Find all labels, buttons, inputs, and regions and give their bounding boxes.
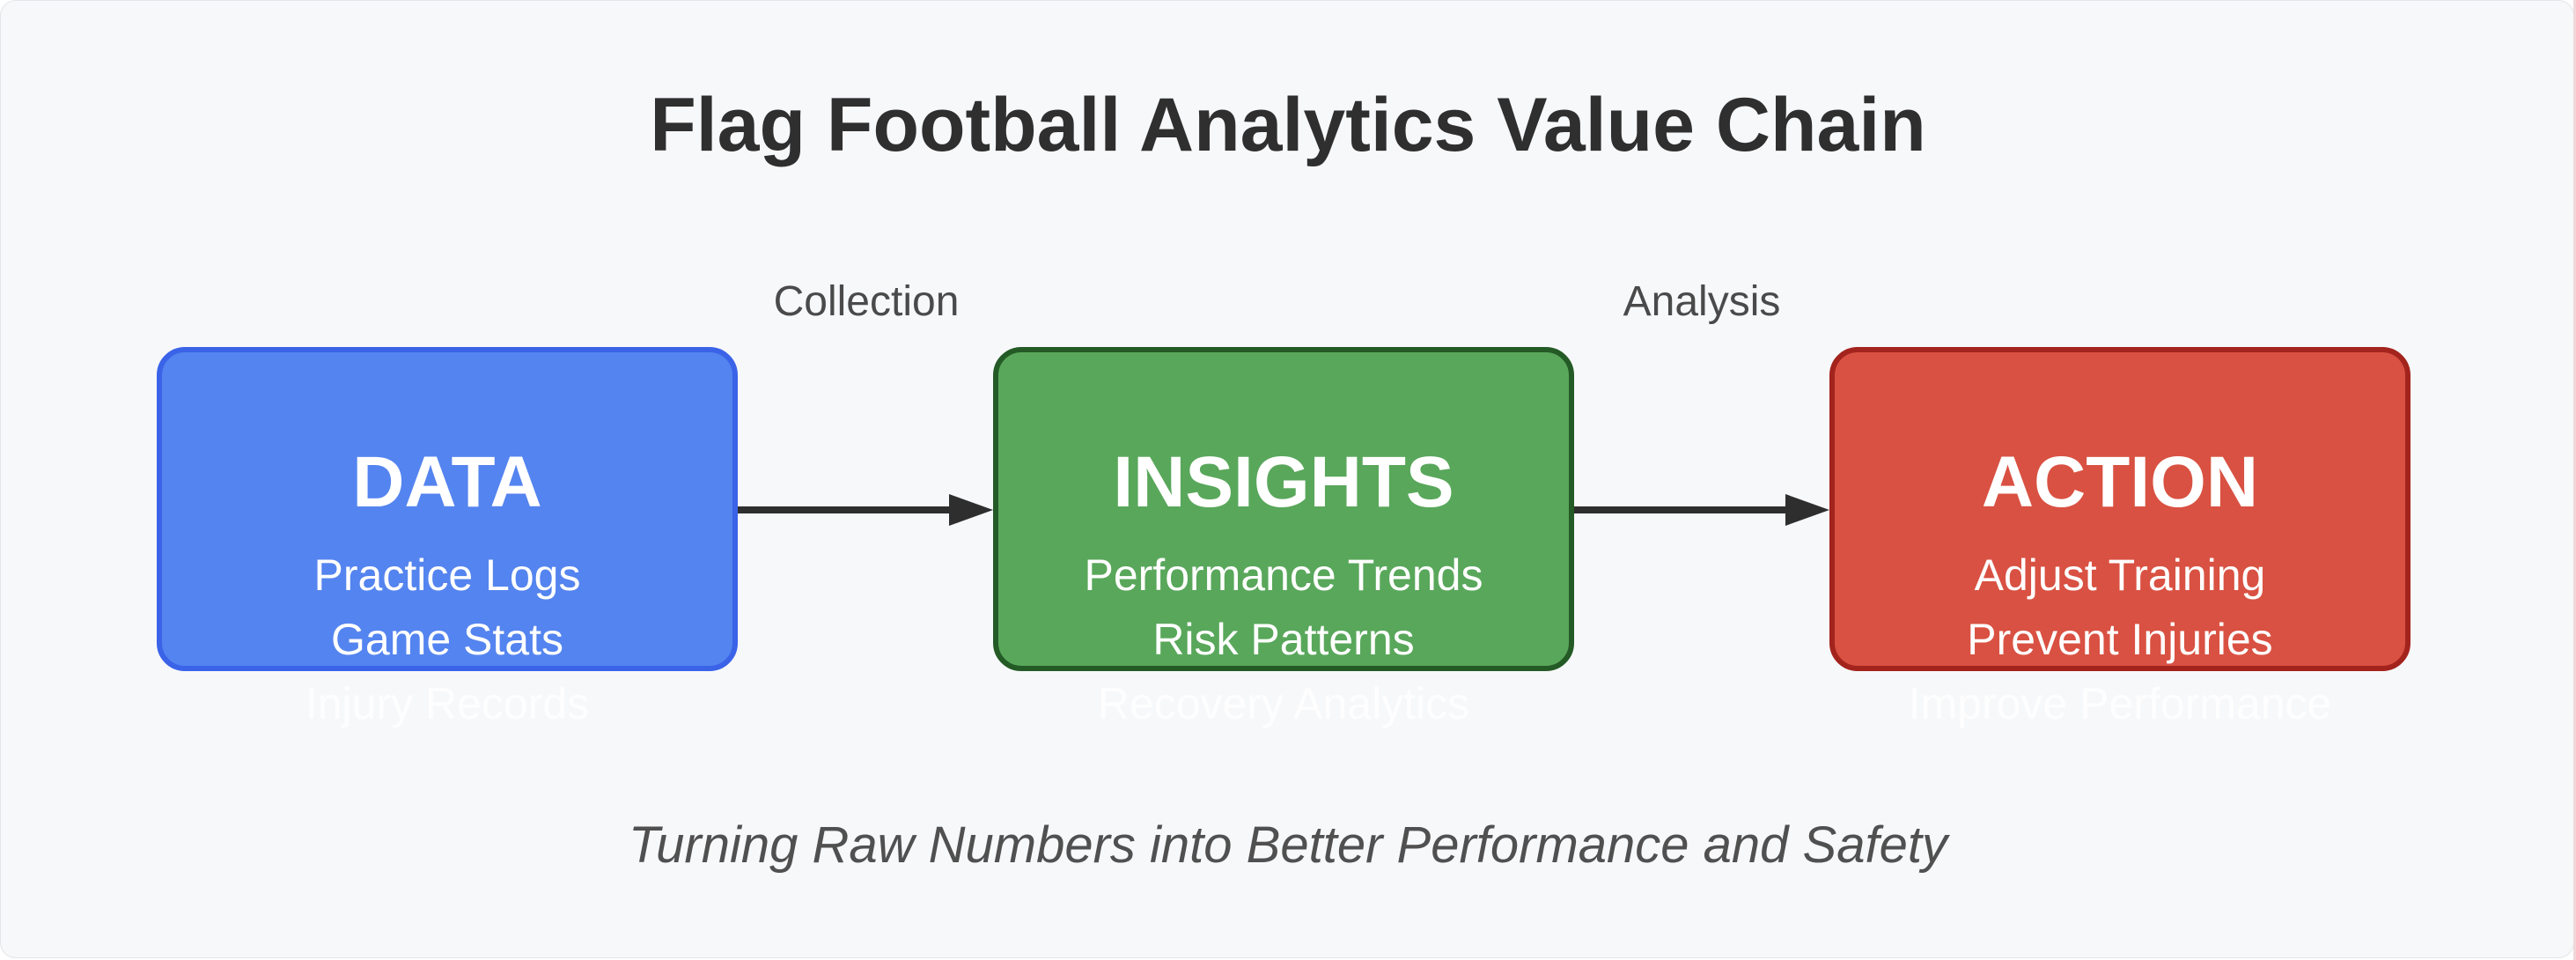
node-insights-line: Risk Patterns: [1152, 615, 1415, 664]
node-insights-line: Recovery Analytics: [1097, 679, 1470, 728]
edge-label-analysis: Analysis: [1623, 278, 1781, 325]
node-insights-title: INSIGHTS: [1113, 442, 1454, 522]
node-data-line: Game Stats: [331, 615, 563, 664]
node-data-title: DATA: [352, 442, 542, 522]
arrow-insights-to-action: [1574, 494, 1829, 526]
node-data-line: Injury Records: [305, 679, 590, 728]
arrow-data-to-insights: [738, 494, 993, 526]
diagram-title: Flag Football Analytics Value Chain: [650, 83, 1926, 167]
node-action-line: Improve Performance: [1908, 679, 2332, 728]
node-data-box: [157, 347, 738, 671]
node-action-line: Adjust Training: [1974, 550, 2266, 600]
edge-label-collection: Collection: [773, 278, 960, 325]
node-action-title: ACTION: [1981, 442, 2259, 522]
node-data-line: Practice Logs: [313, 550, 581, 600]
node-insights-box: [993, 347, 1574, 671]
node-action-line: Prevent Injuries: [1967, 615, 2273, 664]
page-edge-strip: [2573, 0, 2576, 960]
node-insights-line: Performance Trends: [1084, 550, 1483, 600]
node-action-box: [1829, 347, 2410, 671]
diagram-subtitle: Turning Raw Numbers into Better Performa…: [629, 816, 1947, 874]
